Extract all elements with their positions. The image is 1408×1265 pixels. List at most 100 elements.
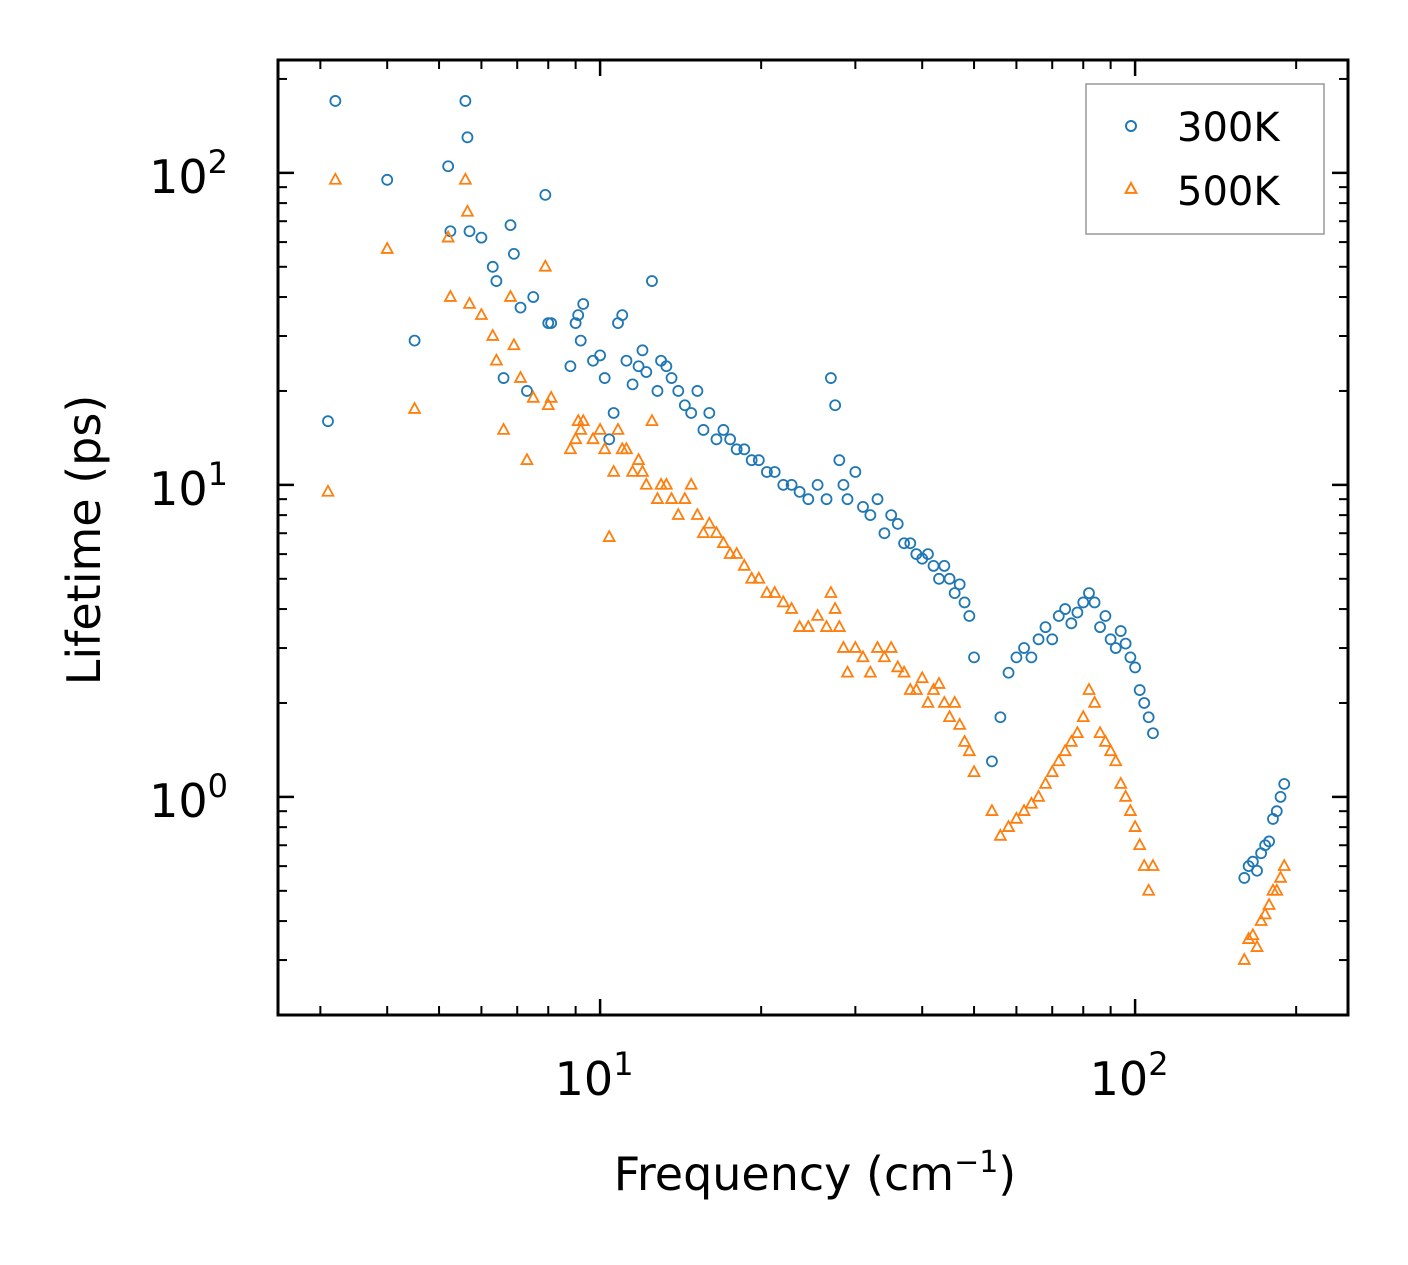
point-500K [1273, 870, 1288, 883]
point-300K [1270, 805, 1283, 818]
point-300K [968, 651, 980, 664]
x-tick-label: 101 [555, 1045, 634, 1106]
point-500K [926, 682, 941, 695]
point-300K [497, 372, 510, 384]
point-500K [696, 525, 711, 539]
point-300K [672, 385, 685, 397]
point-300K [1251, 864, 1263, 877]
point-500K [870, 640, 885, 653]
point-500K [937, 695, 952, 708]
point-300K [569, 317, 582, 329]
point-300K [1278, 778, 1291, 790]
point-300K [1238, 872, 1251, 884]
point-500K [784, 601, 799, 614]
point-500K [947, 695, 962, 708]
point-300K [745, 454, 758, 467]
point-300K [490, 275, 503, 287]
point-500K [962, 743, 977, 757]
point-500K [659, 477, 674, 490]
point-500K [709, 525, 724, 539]
point-500K [1118, 789, 1133, 802]
point-300K [871, 493, 884, 506]
point-300K [486, 260, 499, 273]
point-300K [837, 478, 850, 491]
point-300K [1083, 587, 1095, 599]
point-500K [723, 546, 738, 559]
point-500K [586, 431, 600, 445]
point-500K [1128, 819, 1143, 832]
point-500K [1241, 931, 1256, 944]
point-300K [1138, 697, 1151, 709]
point-500K [538, 258, 553, 272]
point-300K [646, 275, 658, 287]
point-300K [938, 559, 951, 572]
point-300K [381, 173, 394, 186]
y-tick-label: 100 [149, 767, 228, 828]
point-300K [891, 517, 904, 530]
point-500K [489, 352, 504, 366]
point-500K [1098, 734, 1113, 747]
point-300K [577, 298, 590, 310]
point-300K [958, 596, 971, 609]
point-300K [1274, 791, 1287, 803]
point-300K [603, 433, 616, 446]
point-500K [1038, 776, 1053, 789]
point-500K [1250, 939, 1264, 952]
point-300K [632, 360, 645, 373]
tick-labels: 101 102 100 101 102 [149, 143, 1168, 1106]
point-500K [474, 307, 489, 320]
point-500K [828, 601, 843, 614]
point-300K [768, 466, 781, 478]
point-500K [458, 171, 473, 185]
point-300K [1002, 666, 1015, 679]
point-300K [514, 301, 527, 314]
point-300K [1094, 621, 1106, 634]
point-500K [544, 390, 559, 403]
point-500K [942, 709, 957, 723]
point-300K [724, 433, 737, 446]
point-300K [1259, 839, 1272, 852]
legend-box [1085, 83, 1325, 235]
point-500K [1137, 858, 1152, 871]
point-300K [752, 454, 765, 467]
point-300K [620, 354, 633, 367]
point-300K [864, 509, 877, 522]
point-500K [1277, 858, 1292, 871]
point-500K [863, 664, 878, 678]
x-axis-title: Frequency (cm−1) [614, 1145, 1017, 1201]
point-300K [1077, 596, 1090, 609]
point-300K [1147, 727, 1159, 740]
point-500K [890, 659, 905, 673]
point-500K [1031, 789, 1046, 802]
point-500K [1058, 743, 1073, 757]
point-500K [1070, 725, 1085, 739]
point-500K [503, 289, 518, 302]
point-500K [513, 370, 528, 383]
point-300K [948, 587, 961, 599]
point-500K [884, 640, 899, 653]
point-500K [823, 585, 838, 598]
point-300K [802, 493, 815, 506]
point-300K [598, 372, 611, 384]
point-300K [927, 559, 940, 572]
point-500K [897, 664, 912, 678]
point-300K [545, 317, 558, 329]
point-500K [631, 452, 646, 465]
point-500K [496, 422, 511, 435]
point-300K [994, 711, 1007, 724]
point-500K [1146, 858, 1160, 871]
point-300K [607, 407, 620, 419]
point-500K [1258, 906, 1273, 920]
y-tick-label: 102 [149, 143, 228, 204]
series-500K [321, 171, 1292, 965]
point-300K [1109, 642, 1122, 654]
point-500K [1254, 913, 1269, 926]
point-500K [848, 640, 863, 653]
point-300K [691, 385, 704, 397]
point-500K [1141, 882, 1156, 896]
point-300K [461, 131, 474, 144]
point-300K [904, 537, 917, 550]
point-300K [678, 399, 691, 412]
point-500K [877, 649, 892, 663]
point-500K [380, 241, 395, 254]
